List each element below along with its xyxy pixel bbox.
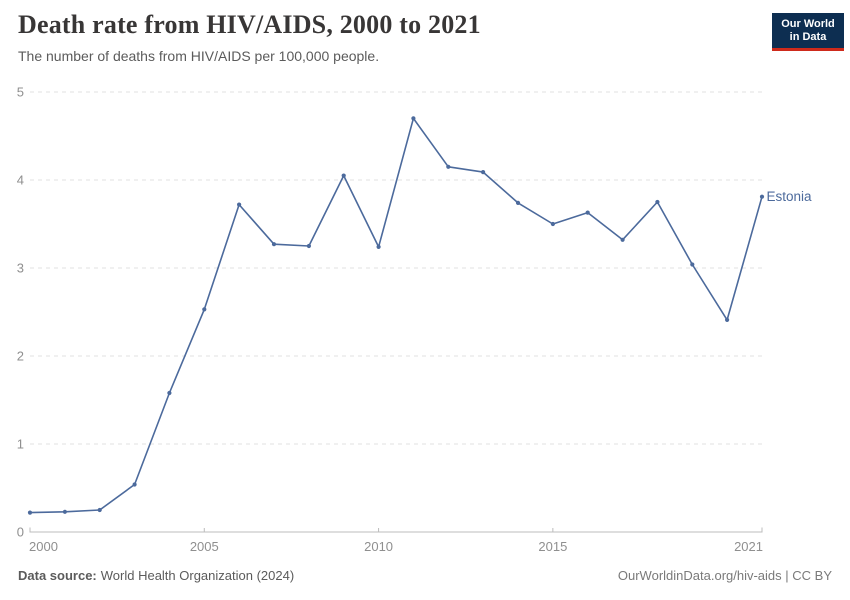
- logo-line-2: in Data: [789, 31, 827, 43]
- data-source-value: World Health Organization (2024): [100, 568, 295, 583]
- data-point-2005[interactable]: [202, 307, 207, 312]
- data-point-2013[interactable]: [481, 170, 486, 175]
- y-axis-tick-label: 0: [17, 525, 24, 540]
- data-point-2012[interactable]: [446, 164, 451, 169]
- data-point-2019[interactable]: [690, 262, 695, 267]
- y-axis-tick-label: 4: [17, 173, 24, 188]
- data-point-2014[interactable]: [515, 200, 521, 205]
- x-axis-tick-label: 2021: [734, 539, 763, 554]
- owid-logo: Our World in Data: [772, 13, 844, 51]
- data-point-2010[interactable]: [376, 244, 381, 249]
- logo-line-1: Our World: [781, 18, 835, 30]
- data-point-2009[interactable]: [341, 173, 346, 178]
- data-point-2011[interactable]: [411, 116, 416, 121]
- line-chart[interactable]: 0 1 2 3 4 5 2000 2005 2010 2015 2021 Estonia: [0, 0, 850, 560]
- x-axis-tick-label: 2000: [29, 539, 58, 554]
- trend-line[interactable]: [29, 117, 763, 514]
- data-point-2006[interactable]: [237, 202, 242, 207]
- data-point-2008[interactable]: [306, 243, 311, 249]
- series-label-estonia[interactable]: Estonia: [767, 189, 813, 204]
- data-point-2003[interactable]: [132, 482, 137, 487]
- data-point-2018[interactable]: [655, 199, 660, 205]
- data-point-2016[interactable]: [585, 210, 590, 215]
- x-axis-tick-label: 2015: [538, 539, 567, 554]
- credit-link[interactable]: OurWorldinData.org/hiv-aids | CC BY: [617, 568, 832, 583]
- y-axis-tick-label: 5: [17, 85, 24, 100]
- x-axis-line: [29, 527, 763, 533]
- chart-footer: Data source: World Health Organization (2…: [18, 568, 832, 583]
- x-axis-tick-label: 2010: [364, 539, 393, 554]
- data-source-label: Data source:: [18, 568, 97, 583]
- data-point-2004[interactable]: [167, 390, 172, 396]
- y-axis-tick-label: 1: [17, 437, 24, 452]
- x-axis-tick-label: 2005: [190, 539, 219, 554]
- data-point-2017[interactable]: [620, 237, 625, 242]
- data-point-2002[interactable]: [97, 507, 102, 513]
- data-point-2001[interactable]: [62, 509, 67, 514]
- chart-subtitle: The number of deaths from HIV/AIDS per 1…: [18, 48, 380, 64]
- data-source: Data source: World Health Organization (2…: [18, 568, 294, 583]
- y-axis-tick-label: 3: [17, 261, 24, 276]
- y-axis-tick-label: 2: [17, 349, 24, 364]
- page-title: Death rate from HIV/AIDS, 2000 to 2021: [18, 10, 481, 39]
- data-point-2021[interactable]: [759, 194, 765, 199]
- data-point-2020[interactable]: [725, 317, 730, 322]
- data-point-2000[interactable]: [27, 510, 33, 515]
- data-point-2015[interactable]: [550, 221, 556, 227]
- data-point-2007[interactable]: [271, 242, 277, 247]
- chart-header: Death rate from HIV/AIDS, 2000 to 2021 T…: [18, 10, 758, 64]
